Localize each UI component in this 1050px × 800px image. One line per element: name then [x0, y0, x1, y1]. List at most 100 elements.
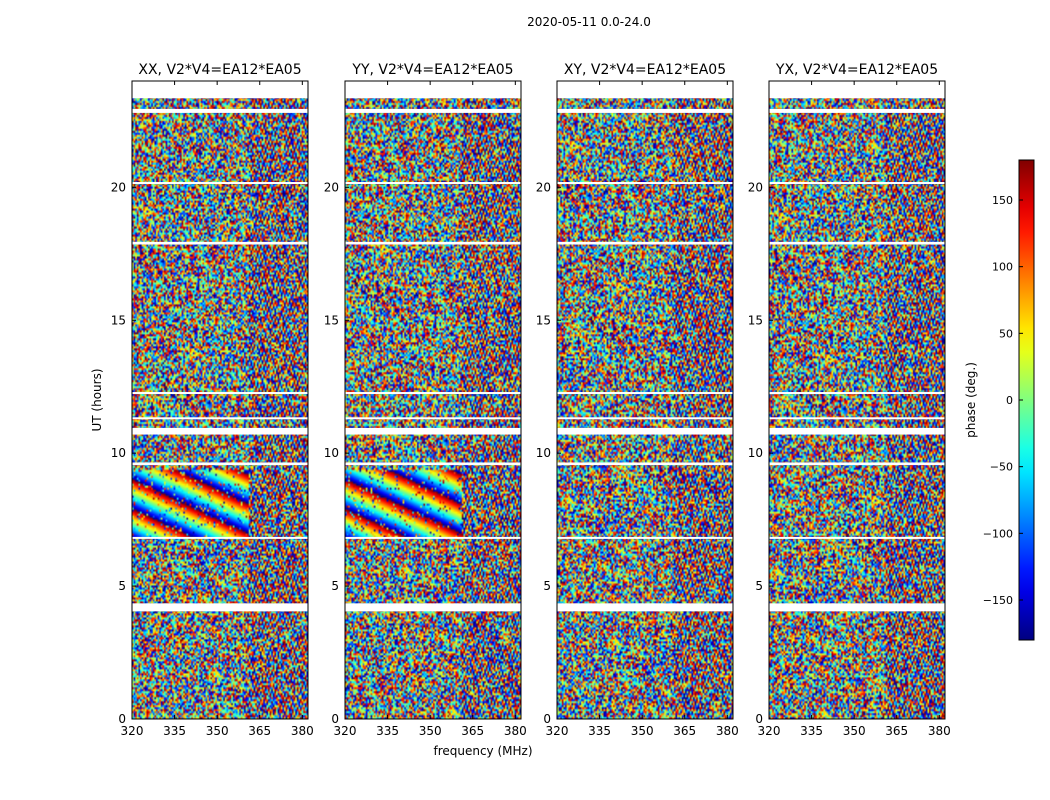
flagged-gap	[132, 603, 308, 612]
flagged-gap	[769, 392, 945, 395]
flagged-gap	[769, 427, 945, 435]
y-tick-label: 5	[118, 579, 126, 593]
x-tick-label: 380	[928, 724, 951, 738]
panels-group: XX, V2*V4=EA12*EA05 320 335 350 365 380 0 5 10 15…	[111, 62, 951, 738]
flagged-gap	[132, 417, 308, 420]
x-tick-label: 350	[206, 724, 229, 738]
x-tick-label: 335	[163, 724, 186, 738]
flagged-gap	[345, 241, 521, 245]
y-axis-label: UT (hours)	[90, 368, 104, 431]
panel-title: YY, V2*V4=EA12*EA05	[351, 62, 513, 78]
flagged-gap	[132, 108, 308, 113]
y-tick-label: 20	[324, 180, 339, 194]
flagged-gap	[345, 417, 521, 420]
y-tick-label: 15	[324, 313, 339, 327]
panel-title: XX, V2*V4=EA12*EA05	[138, 62, 301, 78]
flagged-gap	[557, 536, 733, 539]
x-tick-label: 365	[673, 724, 696, 738]
panel-frame	[131, 80, 309, 720]
y-tick-label: 5	[331, 579, 339, 593]
flagged-gap	[557, 427, 733, 435]
colorbar-tick-label: 50	[999, 327, 1013, 340]
x-tick-label: 320	[121, 724, 144, 738]
flagged-gap	[132, 241, 308, 245]
phase-heatmap-xx	[132, 81, 308, 719]
y-tick-label: 20	[111, 180, 126, 194]
flagged-gap	[132, 427, 308, 435]
flagged-gap	[769, 182, 945, 185]
phase-heatmap-yy	[345, 81, 521, 719]
panel-frame	[768, 80, 946, 720]
y-tick-label: 0	[755, 712, 763, 726]
flagged-gap	[557, 462, 733, 466]
x-tick-label: 320	[758, 724, 781, 738]
figure-title: 2020-05-11 0.0-24.0	[527, 15, 651, 29]
y-tick-label: 20	[748, 180, 763, 194]
flagged-gap	[132, 392, 308, 395]
flagged-gap	[345, 182, 521, 185]
flagged-gap	[345, 108, 521, 113]
x-axis-label: frequency (MHz)	[433, 744, 532, 758]
x-tick-label: 380	[504, 724, 527, 738]
panel-yx: YX, V2*V4=EA12*EA05 320 335 350 365 380 0 5 10 15…	[748, 62, 951, 738]
x-tick-label: 365	[885, 724, 908, 738]
flagged-gap	[345, 536, 521, 539]
flagged-gap	[557, 417, 733, 420]
colorbar-tick-label: −150	[983, 594, 1013, 607]
flagged-gap	[345, 462, 521, 466]
flagged-gap	[557, 81, 733, 99]
colorbar-tick-label: −50	[990, 461, 1013, 474]
y-tick-label: 5	[543, 579, 551, 593]
x-tick-label: 335	[800, 724, 823, 738]
phase-heatmap-yx	[769, 81, 945, 719]
flagged-gap	[132, 462, 308, 466]
flagged-gap	[132, 536, 308, 539]
x-tick-label: 380	[716, 724, 739, 738]
flagged-gap	[769, 462, 945, 466]
y-tick-label: 20	[536, 180, 551, 194]
y-tick-label: 10	[324, 446, 339, 460]
y-tick-label: 0	[543, 712, 551, 726]
flagged-gap	[769, 108, 945, 113]
panel-title: XY, V2*V4=EA12*EA05	[564, 62, 726, 78]
y-tick-label: 15	[748, 313, 763, 327]
flagged-gap	[769, 536, 945, 539]
flagged-gap	[132, 81, 308, 99]
y-tick-label: 15	[111, 313, 126, 327]
x-tick-label: 320	[334, 724, 357, 738]
y-tick-label: 5	[755, 579, 763, 593]
x-tick-label: 335	[588, 724, 611, 738]
x-tick-label: 335	[376, 724, 399, 738]
panel-xx: XX, V2*V4=EA12*EA05 320 335 350 365 380 0 5 10 15…	[111, 62, 314, 738]
y-tick-label: 10	[536, 446, 551, 460]
y-tick-label: 15	[536, 313, 551, 327]
flagged-gap	[769, 603, 945, 612]
panel-frame	[556, 80, 734, 720]
flagged-gap	[557, 182, 733, 185]
panel-yy: YY, V2*V4=EA12*EA05 320 335 350 365 380 0 5 10 15…	[324, 62, 527, 738]
flagged-gap	[345, 81, 521, 99]
colorbar-tick-label: 100	[992, 261, 1013, 274]
flagged-gap	[557, 241, 733, 245]
flagged-gap	[769, 81, 945, 99]
y-tick-label: 0	[118, 712, 126, 726]
x-tick-label: 365	[461, 724, 484, 738]
colorbar: −150 −100 −50 0 50 100 150	[983, 159, 1035, 641]
panel-xy: XY, V2*V4=EA12*EA05 320 335 350 365 380 0 5 10 15…	[536, 62, 739, 738]
x-tick-label: 320	[546, 724, 569, 738]
flagged-gap	[132, 182, 308, 185]
flagged-gap	[557, 392, 733, 395]
x-tick-label: 350	[631, 724, 654, 738]
y-tick-label: 0	[331, 712, 339, 726]
flagged-gap	[345, 427, 521, 435]
y-tick-label: 10	[748, 446, 763, 460]
flagged-gap	[769, 417, 945, 420]
colorbar-tick-label: 150	[992, 194, 1013, 207]
flagged-gap	[557, 603, 733, 612]
x-tick-label: 365	[248, 724, 271, 738]
flagged-gap	[345, 392, 521, 395]
panel-title: YX, V2*V4=EA12*EA05	[775, 62, 938, 78]
x-tick-label: 350	[843, 724, 866, 738]
x-tick-label: 380	[291, 724, 314, 738]
